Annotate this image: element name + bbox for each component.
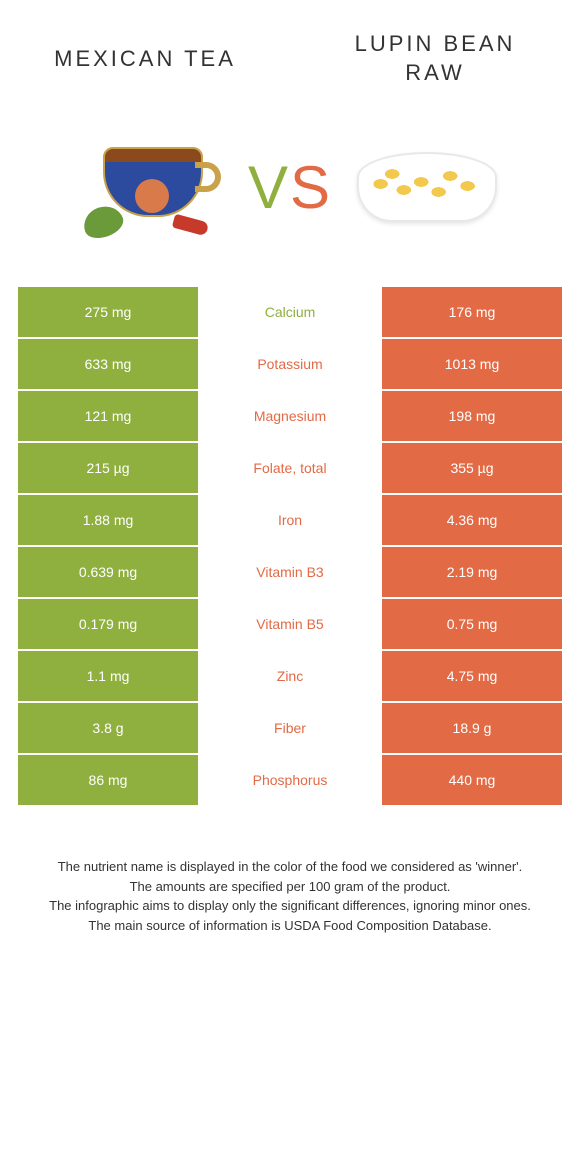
nutrient-label: Fiber <box>200 703 380 753</box>
nutrient-left-value: 633 mg <box>18 339 198 389</box>
nutrient-right-value: 18.9 g <box>382 703 562 753</box>
nutrient-row: 121 mgMagnesium198 mg <box>18 391 562 441</box>
nutrient-left-value: 1.88 mg <box>18 495 198 545</box>
vs-row: VS <box>0 107 580 287</box>
nutrient-row: 215 µgFolate, total355 µg <box>18 443 562 493</box>
nutrient-row: 86 mgPhosphorus440 mg <box>18 755 562 805</box>
nutrient-label: Folate, total <box>200 443 380 493</box>
footer-notes: The nutrient name is displayed in the co… <box>0 807 580 955</box>
nutrient-left-value: 275 mg <box>18 287 198 337</box>
nutrient-right-value: 176 mg <box>382 287 562 337</box>
nutrient-right-value: 198 mg <box>382 391 562 441</box>
nutrient-row: 0.179 mgVitamin B50.75 mg <box>18 599 562 649</box>
nutrient-label: Zinc <box>200 651 380 701</box>
nutrient-row: 3.8 gFiber18.9 g <box>18 703 562 753</box>
nutrient-right-value: 4.36 mg <box>382 495 562 545</box>
title-right: LUPIN BEAN RAW <box>310 30 560 87</box>
nutrient-label: Magnesium <box>200 391 380 441</box>
vs-label: VS <box>248 153 332 222</box>
nutrient-row: 1.1 mgZinc4.75 mg <box>18 651 562 701</box>
nutrient-row: 0.639 mgVitamin B32.19 mg <box>18 547 562 597</box>
nutrient-right-value: 2.19 mg <box>382 547 562 597</box>
nutrient-row: 1.88 mgIron4.36 mg <box>18 495 562 545</box>
nutrient-label: Calcium <box>200 287 380 337</box>
header: MEXICAN TEA LUPIN BEAN RAW <box>0 0 580 107</box>
nutrient-left-value: 86 mg <box>18 755 198 805</box>
nutrient-left-value: 1.1 mg <box>18 651 198 701</box>
nutrient-right-value: 355 µg <box>382 443 562 493</box>
footer-line: The amounts are specified per 100 gram o… <box>30 877 550 897</box>
nutrient-label: Vitamin B3 <box>200 547 380 597</box>
nutrient-label: Potassium <box>200 339 380 389</box>
nutrient-label: Iron <box>200 495 380 545</box>
nutrient-left-value: 121 mg <box>18 391 198 441</box>
nutrient-left-value: 0.179 mg <box>18 599 198 649</box>
nutrient-right-value: 0.75 mg <box>382 599 562 649</box>
nutrient-row: 275 mgCalcium176 mg <box>18 287 562 337</box>
nutrient-row: 633 mgPotassium1013 mg <box>18 339 562 389</box>
footer-line: The nutrient name is displayed in the co… <box>30 857 550 877</box>
nutrient-right-value: 4.75 mg <box>382 651 562 701</box>
nutrient-label: Phosphorus <box>200 755 380 805</box>
footer-line: The infographic aims to display only the… <box>30 896 550 916</box>
food-image-right <box>352 127 502 247</box>
title-left: MEXICAN TEA <box>20 46 270 72</box>
nutrient-right-value: 1013 mg <box>382 339 562 389</box>
nutrient-left-value: 3.8 g <box>18 703 198 753</box>
nutrient-table: 275 mgCalcium176 mg633 mgPotassium1013 m… <box>18 287 562 805</box>
nutrient-right-value: 440 mg <box>382 755 562 805</box>
footer-line: The main source of information is USDA F… <box>30 916 550 936</box>
nutrient-label: Vitamin B5 <box>200 599 380 649</box>
nutrient-left-value: 215 µg <box>18 443 198 493</box>
nutrient-left-value: 0.639 mg <box>18 547 198 597</box>
food-image-left <box>78 127 228 247</box>
